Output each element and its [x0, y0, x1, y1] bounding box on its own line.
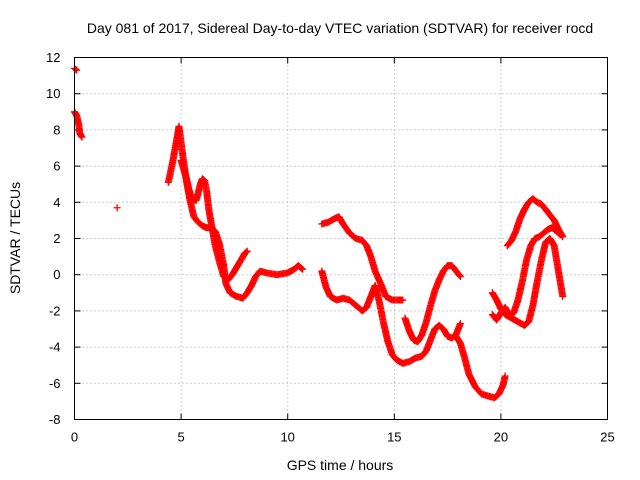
data-points	[71, 64, 567, 402]
y-tick-label: 2	[53, 231, 60, 246]
data-point	[242, 248, 250, 256]
y-tick-label: 6	[53, 159, 60, 174]
x-axis-title: GPS time / hours	[287, 457, 394, 473]
series-arc-7	[318, 267, 464, 367]
x-tick-labels: 0 5 10 15 20 25	[71, 430, 615, 445]
series-arc-9	[452, 332, 509, 402]
data-point	[72, 65, 80, 73]
data-point	[456, 320, 464, 328]
x-tick-label: 25	[600, 430, 614, 445]
y-tick-label: -4	[49, 340, 61, 355]
y-tick-label: 10	[46, 86, 60, 101]
series-arc-1	[71, 64, 81, 74]
axis-ticks	[74, 57, 608, 420]
x-tick-label: 15	[387, 430, 401, 445]
y-axis-title: SDTVAR / TECUs	[7, 182, 23, 294]
series-arc-4	[164, 122, 251, 284]
y-tick-label: 0	[53, 267, 60, 282]
data-point	[113, 204, 121, 212]
data-point	[559, 233, 567, 241]
y-tick-labels: -8 -6 -4 -2 0 2 4 6 8 10 12	[46, 50, 60, 427]
data-point	[501, 372, 509, 380]
data-point	[456, 271, 464, 279]
x-tick-label: 5	[177, 430, 184, 445]
y-tick-label: -6	[49, 376, 61, 391]
y-tick-label: 4	[53, 195, 60, 210]
x-tick-label: 20	[494, 430, 508, 445]
series-arc-6	[318, 213, 407, 304]
series-arc-12	[503, 195, 567, 250]
x-tick-label: 0	[71, 430, 78, 445]
y-tick-label: -8	[49, 412, 61, 427]
data-point	[399, 296, 407, 304]
grid	[74, 57, 608, 420]
plot-frame	[74, 57, 608, 420]
series-arc-2	[71, 108, 86, 141]
data-point	[298, 264, 306, 272]
y-tick-label: 8	[53, 122, 60, 137]
series-arc-11	[488, 235, 567, 329]
series-arc-3	[113, 204, 121, 212]
data-point	[456, 273, 464, 281]
series-arc-8	[401, 262, 464, 346]
data-point	[78, 133, 86, 141]
data-point	[299, 265, 307, 273]
x-tick-label: 10	[280, 430, 294, 445]
y-tick-label: 12	[46, 50, 60, 65]
data-point	[559, 292, 567, 300]
y-tick-label: -2	[49, 303, 61, 318]
chart-title: Day 081 of 2017, Sidereal Day-to-day VTE…	[87, 20, 593, 36]
data-point	[243, 247, 251, 255]
series-arc-5	[177, 157, 307, 302]
